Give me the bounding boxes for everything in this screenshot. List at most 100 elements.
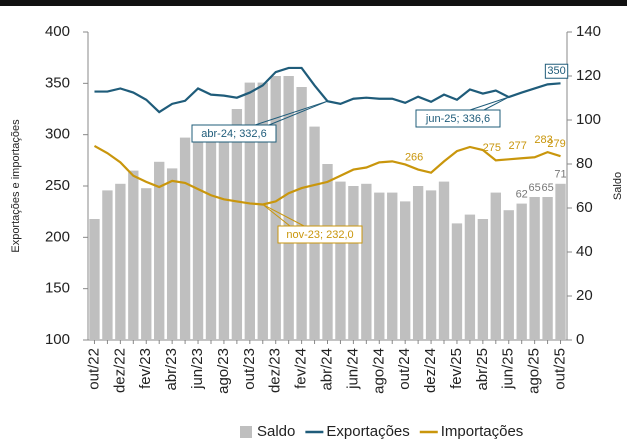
data-label: 275 [483, 142, 501, 154]
bar [192, 142, 204, 340]
annotation-box [415, 109, 501, 128]
data-label: 65 [541, 182, 553, 194]
annotation-leader [262, 204, 305, 227]
bar [438, 181, 450, 340]
y-tick-label: 250 [45, 177, 70, 194]
annotation-box [277, 225, 363, 244]
x-tick-label: out/23 [241, 348, 258, 390]
annotation: abr-24; 332,6 [201, 128, 266, 140]
x-tick-label: jun/25 [500, 348, 517, 390]
bar [89, 219, 100, 340]
x-tick-label: out/22 [85, 348, 102, 390]
line [93, 144, 561, 206]
y2-tick-label: 0 [576, 331, 584, 348]
bar [348, 186, 359, 340]
bar [270, 76, 281, 340]
x-tick-label: jun/23 [189, 348, 206, 390]
bar [205, 139, 217, 340]
annotation-leader [483, 96, 509, 111]
y2-tick-label: 40 [576, 243, 593, 260]
label-box [544, 63, 569, 79]
bar [412, 186, 424, 340]
bar [374, 192, 385, 340]
bar [179, 137, 191, 340]
x-tick-label: ago/24 [370, 348, 387, 394]
y-tick-label: 300 [45, 126, 70, 143]
bar [387, 192, 398, 340]
bar [102, 190, 113, 340]
data-label: 283 [534, 134, 552, 146]
data-label: 62 [516, 189, 528, 201]
data-label: 279 [547, 138, 565, 150]
x-tick-label: dez/23 [267, 348, 284, 393]
bar [335, 181, 346, 340]
legend-label: Exportações [326, 423, 409, 440]
x-tick-label: out/24 [396, 348, 413, 390]
y-tick-label: 100 [45, 331, 70, 348]
annotation: jun-25; 336,6 [425, 113, 490, 125]
bar [141, 188, 152, 340]
y2-tick-label: 140 [576, 23, 601, 40]
bar [128, 170, 139, 340]
x-tick-label: fev/23 [137, 348, 154, 389]
x-tick-label: ago/25 [526, 348, 543, 394]
y2-tick-label: 120 [576, 67, 601, 84]
x-tick-label: abr/25 [474, 348, 491, 391]
bar [503, 210, 514, 340]
bar [257, 82, 268, 340]
bar [231, 109, 243, 340]
bar [154, 161, 165, 340]
bar [296, 87, 307, 340]
x-tick-label: abr/24 [318, 348, 335, 391]
bar [166, 168, 178, 340]
y2-tick-label: 80 [576, 155, 593, 172]
x-tick-label: fev/24 [293, 348, 310, 389]
x-tick-label: dez/22 [111, 348, 128, 393]
y2-axis-label: Saldo [612, 172, 624, 200]
bar [425, 190, 437, 340]
bar [451, 223, 463, 340]
y-axis-label: Exportações e importações [10, 119, 22, 253]
bar [477, 219, 489, 340]
bar [542, 197, 553, 340]
annotation-leader [262, 204, 291, 227]
data-label: 350 [547, 65, 565, 77]
annotation-leader [469, 96, 509, 111]
x-tick-label: fev/25 [448, 348, 465, 389]
annotation-leader [268, 100, 328, 126]
y-tick-label: 400 [45, 23, 70, 40]
annotation-box [191, 124, 277, 143]
line [94, 66, 561, 114]
bar [464, 214, 476, 340]
bar [399, 201, 411, 340]
x-tick-label: abr/23 [163, 348, 180, 391]
x-tick-label: ago/23 [215, 348, 232, 394]
data-label: 266 [405, 151, 423, 163]
y2-tick-label: 100 [576, 111, 601, 128]
bar [244, 82, 256, 340]
top-rule [0, 0, 627, 6]
legend-swatch [240, 426, 252, 438]
x-tick-label: jun/24 [344, 348, 361, 390]
bar [516, 203, 527, 340]
data-label: 65 [529, 182, 541, 194]
bar [283, 76, 294, 340]
y-tick-label: 150 [45, 280, 70, 297]
annotation: nov-23; 232,0 [286, 229, 353, 241]
legend-label: Importações [441, 423, 524, 440]
y-tick-label: 200 [45, 228, 70, 245]
bar [115, 183, 126, 340]
y2-tick-label: 60 [576, 199, 593, 216]
annotation-leader [254, 100, 328, 126]
bar [555, 183, 566, 340]
bar [490, 192, 501, 340]
bar [361, 183, 372, 340]
x-tick-label: out/25 [551, 348, 568, 390]
bar [322, 164, 333, 340]
y2-tick-label: 20 [576, 287, 593, 304]
legend-label: Saldo [257, 423, 295, 440]
bar [218, 137, 230, 340]
data-label: 277 [509, 140, 527, 152]
x-tick-label: dez/24 [422, 348, 439, 393]
